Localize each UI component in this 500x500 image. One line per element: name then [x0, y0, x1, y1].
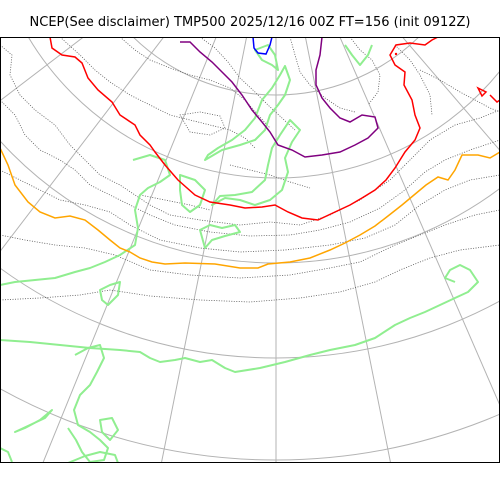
dotted-contour — [0, 209, 500, 279]
dotted-contour — [119, 37, 271, 129]
coastline — [211, 119, 301, 206]
meridian-line — [160, 37, 248, 463]
coastline — [99, 281, 121, 306]
dotted-contour — [349, 37, 381, 106]
graticule — [0, 0, 500, 463]
isotherm-orange — [0, 147, 500, 269]
dotted-contour — [0, 99, 500, 237]
meridian-line — [401, 37, 500, 152]
coastlines — [0, 44, 479, 463]
coastline — [204, 65, 291, 161]
dotted-contour — [0, 44, 500, 226]
dotted-contour — [229, 164, 311, 189]
coastline — [344, 44, 373, 66]
map-frame — [0, 37, 500, 463]
dotted-contour — [289, 37, 356, 113]
coastline — [14, 409, 53, 433]
coastline — [0, 264, 479, 373]
coastline — [0, 447, 13, 463]
latitude-circle — [0, 267, 500, 359]
dotted-contours — [0, 37, 500, 303]
dotted-contour — [419, 69, 500, 113]
coastline — [199, 224, 241, 249]
coastline — [99, 417, 119, 441]
meridian-line — [304, 37, 392, 463]
latitude-circle — [0, 139, 500, 264]
coastline — [254, 44, 279, 71]
dotted-contour — [0, 244, 500, 303]
coastline — [179, 174, 206, 213]
dotted-contour — [199, 37, 296, 131]
latitude-circle — [27, 37, 500, 179]
dotted-contour — [394, 44, 433, 116]
dotted-contour — [139, 194, 211, 211]
map-title: NCEP(See disclaimer) TMP500 2025/12/16 0… — [29, 15, 471, 30]
isotherm-purple — [180, 37, 379, 158]
meridian-line — [0, 37, 85, 102]
isotherm-red — [49, 37, 439, 221]
dotted-contour — [59, 37, 256, 149]
meridian-line — [42, 37, 217, 463]
isotherm-red — [476, 86, 500, 103]
coastline — [67, 344, 109, 463]
latitude-circle — [0, 388, 500, 461]
dotted-contour — [0, 169, 500, 253]
meridian-line — [276, 0, 500, 150]
dotted-contour — [179, 111, 226, 136]
meridian-line — [339, 37, 500, 407]
meridian-line — [0, 37, 165, 253]
coastline — [67, 451, 119, 463]
isotherm-blue — [252, 37, 273, 55]
isotherm-red-point — [394, 52, 398, 56]
coastline — [0, 154, 171, 286]
